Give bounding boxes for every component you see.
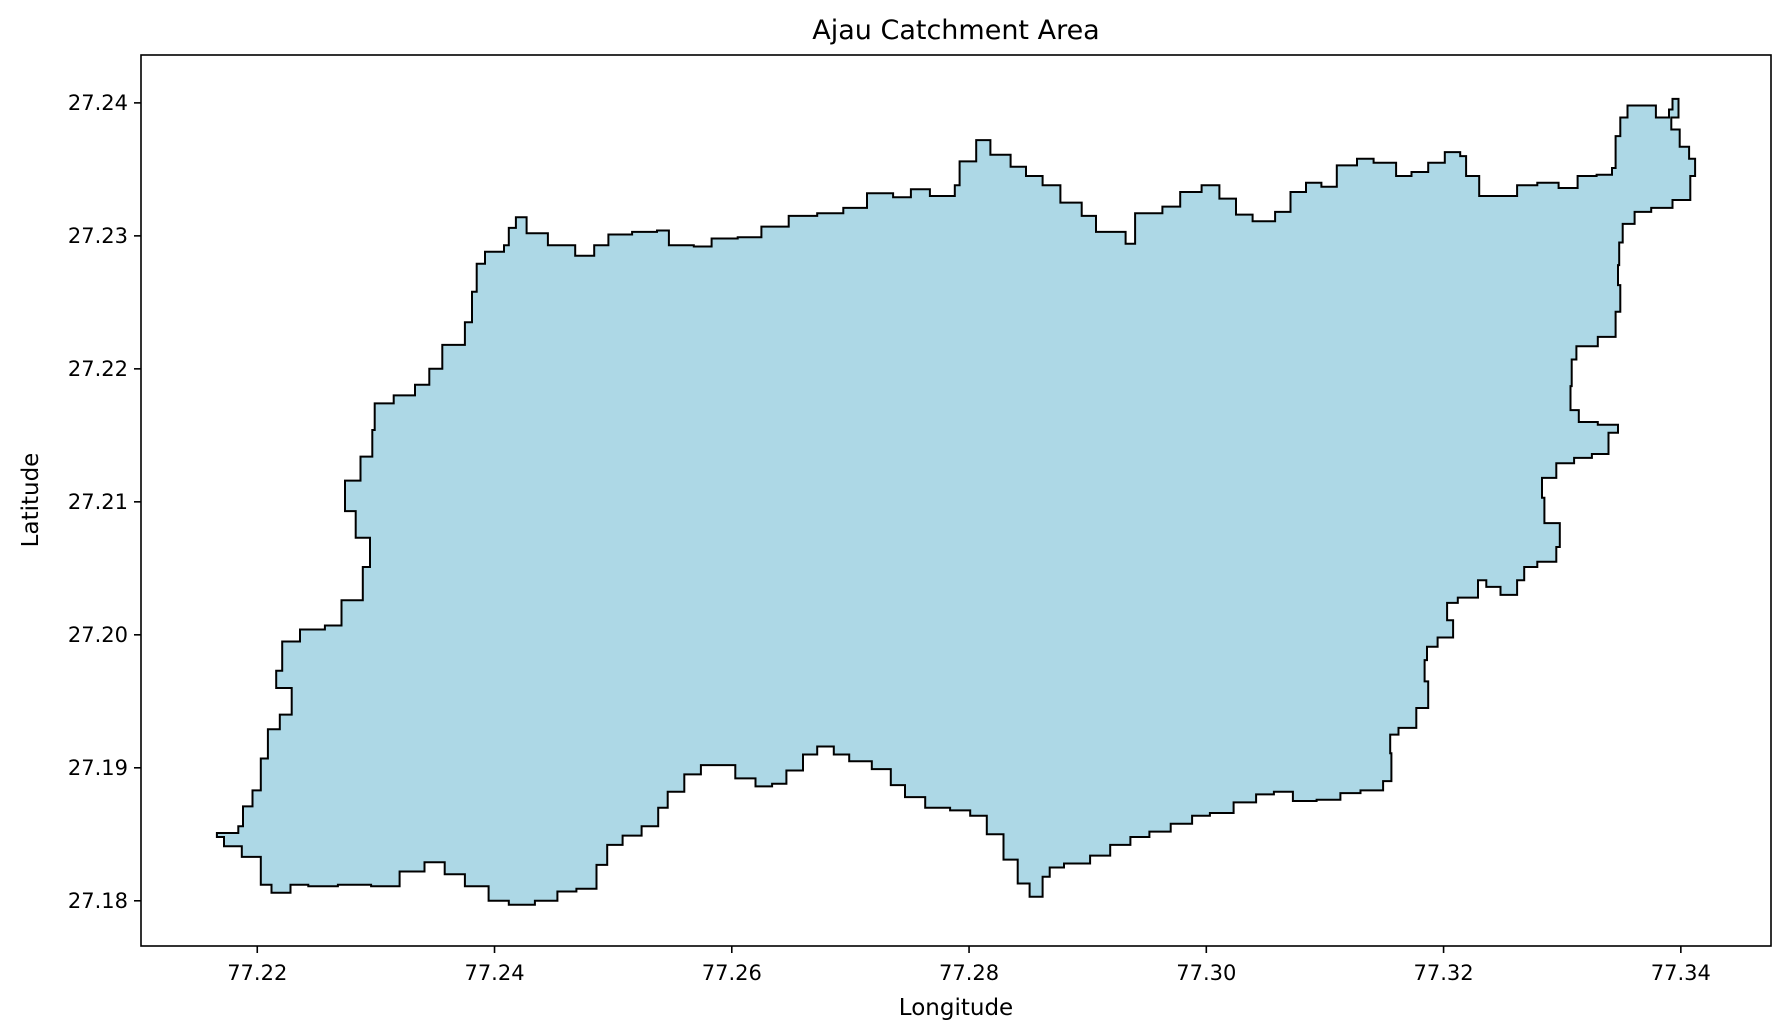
x-tick-label: 77.28	[939, 961, 999, 985]
x-tick-label: 77.24	[464, 961, 524, 985]
y-tick-label: 27.18	[68, 889, 128, 913]
x-tick-label: 77.30	[1176, 961, 1236, 985]
x-tick-label: 77.32	[1414, 961, 1474, 985]
y-tick-label: 27.23	[68, 224, 128, 248]
x-tick-label: 77.34	[1651, 961, 1711, 985]
catchment-boundary-polygon[interactable]	[215, 97, 1697, 906]
map-title: Ajau Catchment Area	[812, 15, 1099, 46]
y-tick-label: 27.21	[68, 490, 128, 514]
y-axis-ticks: 27.18 27.19 27.20 27.21 27.22 27.23 27.24	[68, 91, 141, 913]
plot-area	[215, 97, 1697, 906]
x-tick-label: 77.26	[702, 961, 762, 985]
x-axis-label: Longitude	[899, 995, 1013, 1021]
y-tick-label: 27.24	[68, 91, 128, 115]
x-axis-ticks: 77.22 77.24 77.26 77.28 77.30 77.32 77.34	[227, 946, 1711, 985]
y-tick-label: 27.22	[68, 357, 128, 381]
y-tick-label: 27.19	[68, 756, 128, 780]
x-tick-label: 77.22	[227, 961, 287, 985]
axes-frame	[140, 54, 1772, 947]
y-axis-label: Latitude	[18, 453, 44, 548]
y-tick-label: 27.20	[68, 623, 128, 647]
